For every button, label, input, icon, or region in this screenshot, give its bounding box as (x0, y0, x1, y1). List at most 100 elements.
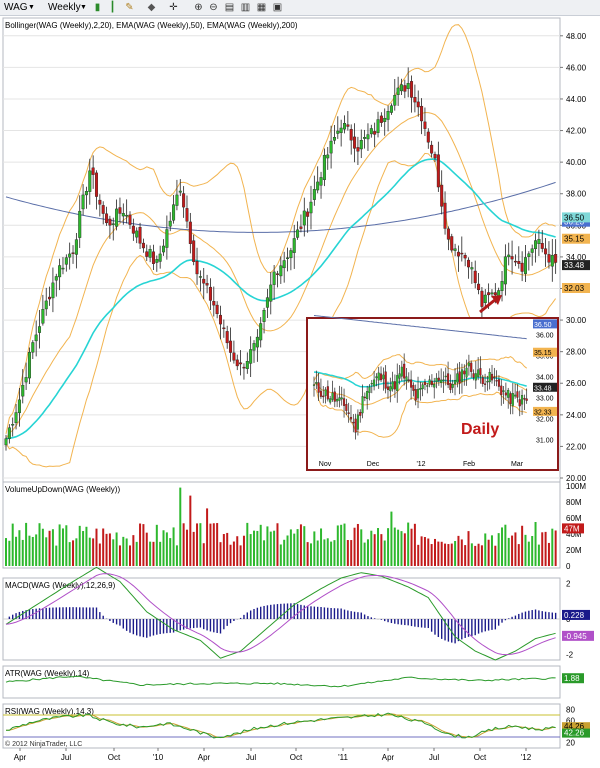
inset-candle (343, 398, 346, 406)
inset-candle (410, 379, 413, 388)
price-candle (467, 259, 471, 268)
volume-bar (494, 545, 497, 566)
interval-selector[interactable]: Weekly (48, 2, 81, 13)
instrument-selector[interactable]: WAG (4, 2, 28, 13)
volume-bar (185, 529, 188, 566)
volume-bar (263, 540, 266, 566)
volume-bar (132, 535, 135, 566)
volume-bar (135, 541, 138, 566)
volume-bar (336, 525, 339, 566)
volume-bar (18, 530, 21, 566)
lock-icon[interactable]: ▣ (272, 2, 283, 13)
volume-bar (370, 530, 373, 566)
volume-bar (397, 529, 400, 566)
strategies-icon[interactable]: ▦ (256, 2, 267, 13)
price-candle (480, 290, 484, 307)
price-candle (316, 181, 320, 191)
volume-bar (286, 535, 289, 566)
volume-bar (149, 541, 152, 566)
inset-candle (447, 373, 450, 385)
price-candle (306, 211, 310, 217)
volume-bar (259, 524, 262, 566)
inset-value-tag-label: 35.15 (534, 350, 552, 357)
volume-bar (206, 508, 209, 566)
inset-tick-label: 31.00 (536, 437, 554, 444)
volume-bar (487, 539, 490, 566)
volume-bar (460, 539, 463, 566)
inset-candle (416, 388, 420, 399)
ema50-line (5, 158, 556, 440)
inset-candle (497, 379, 500, 387)
price-candle (453, 248, 457, 251)
price-candle (145, 251, 149, 257)
volume-bar (216, 523, 219, 566)
price-candle (359, 140, 363, 150)
price-candle (393, 95, 397, 106)
inset-candle (440, 379, 443, 383)
inset-candle (329, 398, 332, 403)
price-candle (410, 81, 414, 98)
indicators-icon[interactable]: ▥ (240, 2, 251, 13)
inset-bollinger-upper-line (313, 354, 528, 381)
price-tick-label: 44.00 (566, 95, 587, 104)
volume-bar (21, 539, 24, 566)
price-candle (269, 284, 273, 302)
bar-chart-icon[interactable]: ▮ (94, 2, 101, 13)
zoom-in-icon[interactable]: ⊕ (194, 2, 203, 13)
price-candle (21, 384, 25, 397)
price-candle (131, 225, 135, 234)
price-candle (446, 228, 450, 240)
volume-bar (236, 536, 239, 566)
inset-candle (398, 373, 401, 379)
price-candle (550, 254, 554, 267)
pencil-icon[interactable]: ✎ (125, 2, 134, 13)
x-axis-tick-label: Jul (246, 753, 256, 762)
magnet-icon[interactable]: ◆ (147, 2, 156, 13)
volume-bar (477, 543, 480, 566)
volume-bar (279, 544, 282, 566)
price-candle (41, 309, 45, 324)
price-candle (11, 424, 15, 426)
inset-candle (479, 368, 482, 376)
inset-candle (361, 396, 364, 414)
price-candle (212, 301, 216, 306)
inset-candle (421, 384, 424, 390)
price-candle (118, 207, 122, 214)
price-candle (507, 254, 511, 258)
price-candle (255, 336, 259, 348)
properties-icon[interactable]: ▤ (224, 2, 235, 13)
chevron-down-icon[interactable]: ▼ (28, 4, 35, 11)
rsi-panel-label: RSI(WAG (Weekly),14,3) (5, 707, 94, 716)
zoom-out-icon[interactable]: ⊖ (209, 2, 218, 13)
inset-x-tick-label: Mar (511, 461, 524, 468)
price-candle (483, 294, 487, 304)
volume-bar (61, 528, 64, 566)
volume-bar (484, 533, 487, 566)
inset-candle (451, 384, 454, 388)
price-candle (420, 105, 424, 122)
volume-bar (112, 539, 115, 566)
price-value-tag-label: 33.48 (564, 261, 585, 270)
price-candle (265, 297, 269, 308)
inset-candle (317, 382, 320, 393)
chevron-down-icon[interactable]: ▼ (80, 4, 87, 11)
candlestick-icon[interactable]: ┃ (109, 2, 116, 13)
price-candle (282, 260, 286, 269)
price-candle (68, 253, 72, 258)
inset-candle (493, 376, 496, 379)
volume-bar (380, 534, 383, 566)
volume-bar (490, 535, 493, 566)
crosshair-icon[interactable]: ✛ (169, 2, 178, 13)
price-value-tag (562, 212, 590, 223)
price-candle (537, 239, 541, 244)
price-candle (195, 261, 199, 275)
price-candle (155, 259, 159, 263)
inset-candle (312, 384, 316, 386)
inset-candle (349, 416, 353, 420)
inset-candle (467, 362, 470, 367)
price-candle (540, 243, 544, 249)
price-candle (554, 254, 558, 263)
inset-candle (481, 377, 484, 385)
inset-tick-label: 34.00 (536, 374, 554, 381)
volume-bar (346, 540, 349, 566)
